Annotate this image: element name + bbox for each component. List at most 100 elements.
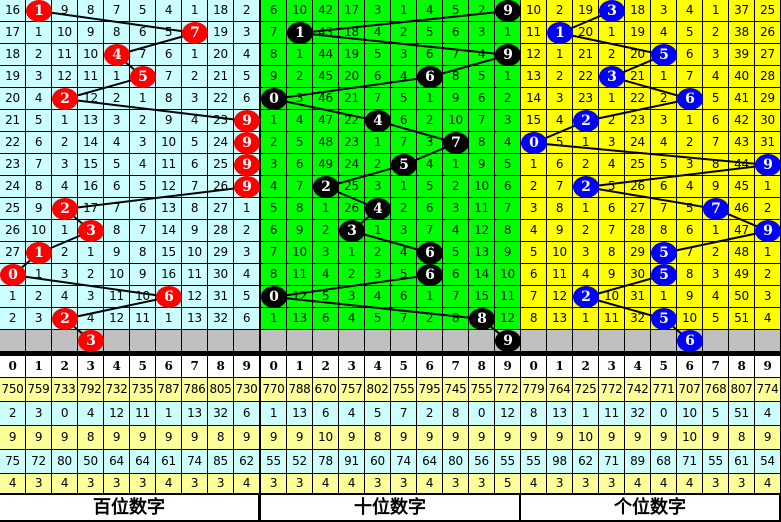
stat-cell: 3 (469, 474, 495, 494)
grid-cell: 7 (391, 308, 417, 330)
grid-cell: 6 (677, 44, 703, 66)
grid-cell: 22 (625, 88, 651, 110)
stat-cell: 770 (261, 378, 287, 402)
grid-cell: 6 (495, 176, 521, 198)
grid-cell: 19 (0, 66, 26, 88)
stat-cell: 0 (651, 402, 677, 426)
ball-marker: 9 (234, 176, 260, 198)
grid-cell: 27 (0, 242, 26, 264)
grid-cell: 6 (703, 110, 729, 132)
grid-cell: 3 (26, 308, 52, 330)
grid-cell: 4 (703, 286, 729, 308)
grid-cell: 8 (261, 264, 287, 286)
digit-header: 7 (443, 356, 469, 378)
gray-cell (443, 330, 469, 352)
grid-cell: 6 (417, 44, 443, 66)
grid-cell: 2 (313, 220, 339, 242)
stat-cell: 78 (313, 450, 339, 474)
stat-cell: 5 (365, 402, 391, 426)
grid-cell: 5 (391, 88, 417, 110)
gray-cell (417, 330, 443, 352)
grid-cell: 5 (234, 66, 260, 88)
stat-cell: 11 (130, 402, 156, 426)
gray-cell (365, 330, 391, 352)
grid-cell: 7 (104, 198, 130, 220)
grid-cell: 6 (391, 110, 417, 132)
digit-header: 4 (104, 356, 130, 378)
stat-cell: 8 (521, 402, 547, 426)
stat-cell: 771 (651, 378, 677, 402)
stat-cell: 80 (52, 450, 78, 474)
digit-header: 7 (182, 356, 208, 378)
grid-cell: 2 (417, 308, 443, 330)
stat-cell: 55 (521, 450, 547, 474)
grid-cell: 9 (287, 220, 313, 242)
grid-cell: 8 (703, 154, 729, 176)
stat-cell: 757 (339, 378, 365, 402)
grid-cell: 6 (26, 132, 52, 154)
stat-cell: 755 (469, 378, 495, 402)
grid-cell: 4 (365, 22, 391, 44)
ball-marker: 2 (52, 88, 78, 110)
grid-cell: 7 (391, 132, 417, 154)
grid-cell: 1 (365, 220, 391, 242)
stat-cell: 55 (495, 450, 521, 474)
grid-cell: 24 (339, 154, 365, 176)
grid-cell: 17 (0, 22, 26, 44)
grid-cell: 3 (365, 264, 391, 286)
grid-cell: 4 (703, 66, 729, 88)
grid-cell: 10 (104, 264, 130, 286)
digit-header: 9 (755, 356, 781, 378)
stat-cell: 4 (234, 474, 260, 494)
grid-cell: 25 (208, 154, 234, 176)
grid-cell: 1 (313, 198, 339, 220)
grid-cell: 4 (339, 308, 365, 330)
grid-cell: 18 (625, 0, 651, 22)
gray-cell (521, 330, 547, 352)
stat-cell: 3 (729, 474, 755, 494)
ball-marker: 4 (365, 110, 391, 132)
grid-cell: 10 (130, 286, 156, 308)
stat-cell: 768 (703, 378, 729, 402)
stat-cell: 772 (495, 378, 521, 402)
grid-cell: 4 (755, 308, 781, 330)
grid-cell: 44 (729, 154, 755, 176)
grid-cell: 4 (417, 154, 443, 176)
grid-cell: 7 (547, 176, 573, 198)
grid-cell: 5 (599, 176, 625, 198)
ball-marker: 6 (156, 286, 182, 308)
grid-cell: 19 (208, 22, 234, 44)
stat-cell: 0 (52, 402, 78, 426)
grid-cell: 4 (599, 154, 625, 176)
gray-cell (625, 330, 651, 352)
grid-cell: 2 (391, 22, 417, 44)
grid-cell: 7 (417, 220, 443, 242)
gray-cell (469, 330, 495, 352)
grid-cell: 4 (156, 0, 182, 22)
grid-cell: 2 (443, 176, 469, 198)
grid-cell: 5 (365, 44, 391, 66)
grid-cell: 25 (339, 176, 365, 198)
grid-cell: 7 (599, 220, 625, 242)
grid-cell: 4 (26, 88, 52, 110)
grid-cell: 1 (261, 110, 287, 132)
grid-cell: 9 (52, 0, 78, 22)
grid-cell: 23 (0, 154, 26, 176)
stat-cell: 4 (755, 474, 781, 494)
ball-marker: 0 (261, 88, 287, 110)
gray-cell (104, 330, 130, 352)
digit-header: 8 (469, 356, 495, 378)
grid-cell: 9 (599, 264, 625, 286)
grid-cell: 2 (130, 110, 156, 132)
ball-marker: 8 (469, 308, 495, 330)
grid-cell: 3 (391, 44, 417, 66)
gray-cell (26, 330, 52, 352)
grid-cell: 21 (573, 44, 599, 66)
grid-cell: 4 (443, 220, 469, 242)
stat-cell: 54 (755, 450, 781, 474)
grid-cell: 5 (521, 242, 547, 264)
grid-cell: 25 (0, 198, 26, 220)
grid-cell: 26 (755, 22, 781, 44)
panel-label: 十位数字 (261, 495, 519, 520)
grid-cell: 23 (625, 110, 651, 132)
